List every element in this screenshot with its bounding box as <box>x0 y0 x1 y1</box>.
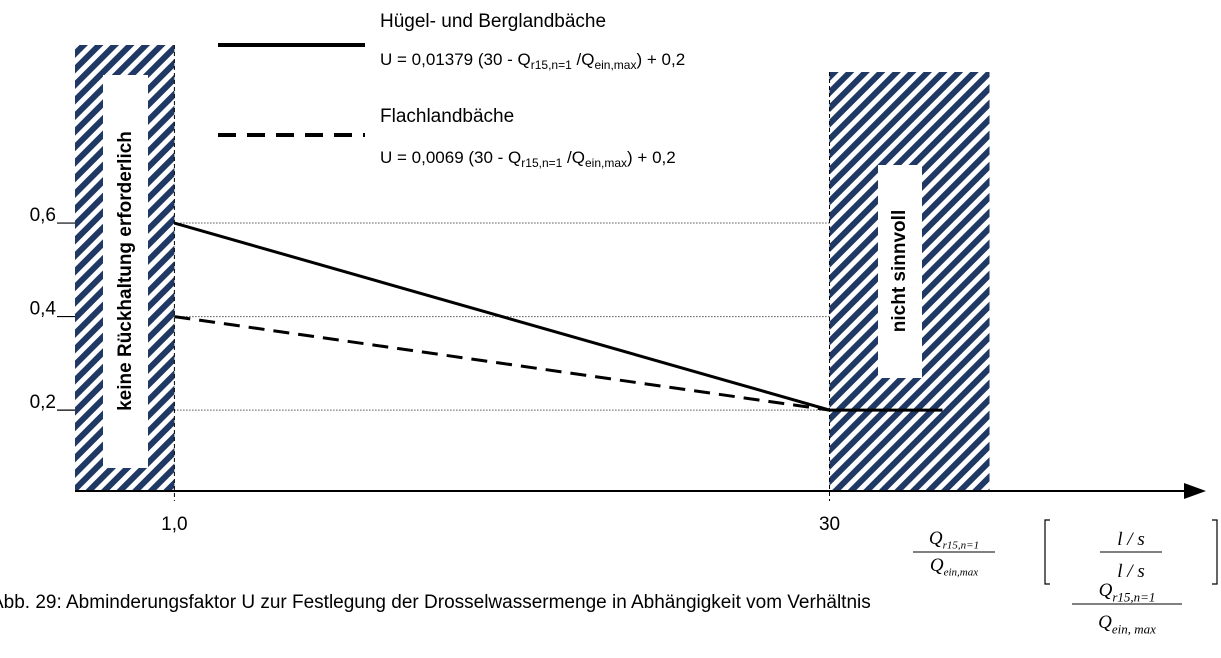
label-box <box>878 165 922 378</box>
unit: l / s <box>1117 529 1144 550</box>
formula-part: ein,max <box>585 156 627 170</box>
label-box <box>103 75 148 468</box>
formula-part: r15,n=1 <box>521 156 562 170</box>
formula-part: /Q <box>562 148 585 167</box>
fraction-symbol: Q <box>930 555 944 576</box>
y-tick-label: 0,2 <box>30 392 56 413</box>
legend-formula: U = 0,0069 (30 - Qr15,n=1 /Qein,max) + 0… <box>380 148 676 170</box>
bracket <box>1044 519 1218 585</box>
fraction-part: Qr15,n=1 <box>929 528 979 551</box>
fraction-part: Qein, max <box>1098 612 1156 637</box>
fraction-sub: ein,max <box>944 566 979 578</box>
formula-part: ein,max <box>594 58 636 72</box>
y-tick-label: 0,6 <box>30 205 56 226</box>
formula-part: U = 0,01379 (30 - Q <box>380 50 531 69</box>
series-line <box>174 315 830 412</box>
y-tick-label: 0,4 <box>30 299 57 320</box>
formula-part: r15,n=1 <box>531 58 572 72</box>
legend-label: Flachlandbäche <box>380 106 514 127</box>
formula-part: ) + 0,2 <box>636 50 685 69</box>
formula-part: ) + 0,2 <box>627 148 676 167</box>
fraction-symbol: Q <box>929 528 943 549</box>
fraction-symbol: Q <box>1098 612 1112 633</box>
caption: Abb. 29: Abminderungsfaktor U zur Festle… <box>0 592 871 613</box>
formula-part: /Q <box>572 50 595 69</box>
fraction-symbol: Q <box>1099 580 1113 601</box>
legend-label: Hügel- und Berglandbäche <box>380 11 606 32</box>
region-label: nicht sinnvoll <box>889 210 910 332</box>
fraction-part: Qr15,n=1 <box>1099 580 1156 605</box>
region-label: keine Rückhaltung erforderlich <box>115 131 136 411</box>
fraction-sub: r15,n=1 <box>943 539 979 551</box>
unit: l / s <box>1117 561 1144 582</box>
x-tick-label: 1,0 <box>161 514 187 535</box>
legend-formula: U = 0,01379 (30 - Qr15,n=1 /Qein,max) + … <box>380 50 685 72</box>
fraction-sub: ein, max <box>1112 622 1156 637</box>
x-tick-label: 30 <box>819 514 840 535</box>
fraction-sub: r15,n=1 <box>1112 590 1155 605</box>
formula-part: U = 0,0069 (30 - Q <box>380 148 521 167</box>
x-axis-arrow <box>1184 483 1206 499</box>
fraction-part: Qein,max <box>930 555 978 578</box>
